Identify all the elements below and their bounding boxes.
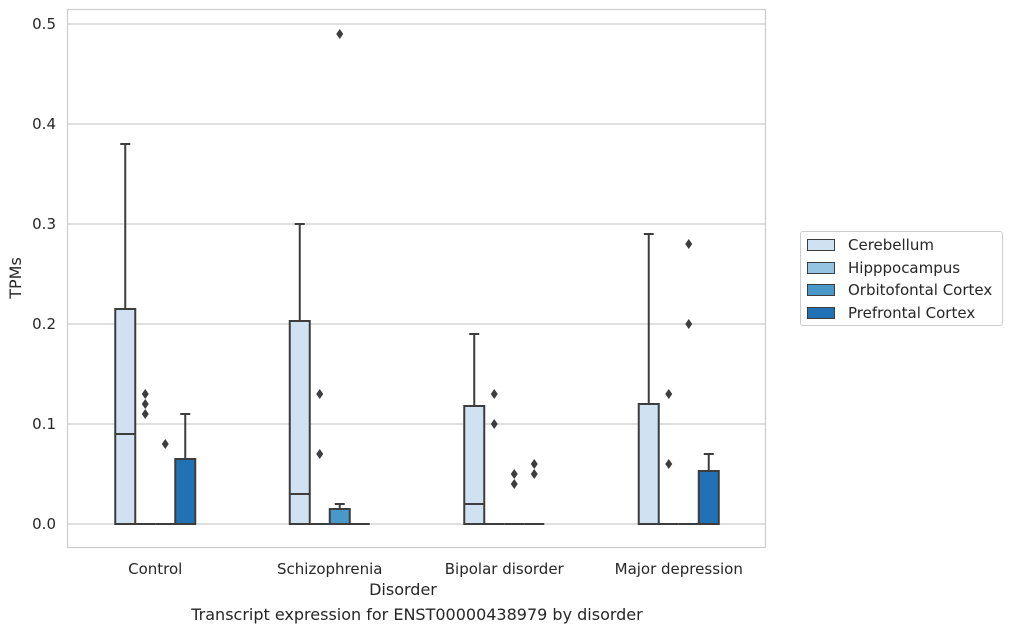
- box-body: [174, 458, 197, 525]
- x-tick-label: Schizophrenia: [277, 560, 382, 578]
- y-tick-label: 0.5: [32, 15, 56, 33]
- outlier-point: [510, 469, 518, 479]
- box-hipppocampus: [309, 389, 330, 525]
- outlier-point: [161, 439, 169, 449]
- legend-item: Cerebellum: [807, 234, 934, 256]
- outlier-point: [316, 389, 324, 399]
- y-tick-label: 0.0: [32, 515, 56, 533]
- legend-label: Cerebellum: [848, 236, 934, 254]
- box-orbitofontal-cortex: [504, 469, 525, 525]
- box-orbitofontal-cortex: [328, 29, 351, 525]
- outlier-point: [665, 459, 673, 469]
- box-prefrontal-cortex: [174, 413, 197, 525]
- box-hipppocampus: [484, 389, 505, 525]
- boxes-layer: [114, 29, 720, 525]
- box-cerebellum: [114, 143, 137, 525]
- legend-item: Orbitofontal Cortex: [807, 279, 992, 301]
- box-cerebellum: [288, 223, 311, 525]
- outlier-point: [490, 419, 498, 429]
- outlier-point: [141, 399, 149, 409]
- outlier-point: [141, 409, 149, 419]
- box-orbitofontal-cortex: [678, 239, 699, 525]
- box-hipppocampus: [658, 389, 679, 525]
- outlier-point: [530, 469, 538, 479]
- box-prefrontal-cortex: [697, 453, 720, 525]
- outlier-point: [685, 239, 693, 249]
- legend-swatch: [807, 284, 835, 296]
- box-body: [637, 403, 660, 525]
- outlier-point: [490, 389, 498, 399]
- legend-label: Hipppocampus: [848, 258, 961, 277]
- box-cerebellum: [463, 333, 486, 525]
- box-orbitofontal-cortex: [155, 439, 176, 525]
- outlier-point: [141, 389, 149, 399]
- box-body: [114, 308, 137, 525]
- x-tick-label: Major depression: [615, 560, 743, 578]
- chart-caption: Transcript expression for ENST0000043897…: [191, 605, 643, 624]
- plot-frame: [66, 8, 767, 549]
- outlier-point: [336, 29, 344, 39]
- x-axis-label: Disorder: [369, 580, 437, 599]
- box-body: [288, 320, 311, 525]
- legend-swatch: [807, 239, 835, 251]
- box-cerebellum: [637, 233, 660, 525]
- y-tick-label: 0.2: [32, 315, 56, 333]
- legend-item: Prefrontal Cortex: [807, 302, 975, 324]
- legend-swatch: [807, 261, 835, 274]
- x-tick-label: Bipolar disorder: [445, 560, 565, 578]
- box-body: [463, 405, 486, 525]
- x-tick-label: Control: [128, 560, 182, 578]
- outlier-point: [665, 389, 673, 399]
- outlier-point: [685, 319, 693, 329]
- outlier-point: [530, 459, 538, 469]
- y-tick-label: 0.1: [32, 415, 56, 433]
- y-tick-label: 0.4: [32, 115, 56, 133]
- y-axis-label: TPMs: [6, 257, 25, 300]
- legend-label: Orbitofontal Cortex: [848, 281, 993, 299]
- legend: Cerebellum Hipppocampus Orbitofontal Corte…: [800, 231, 1003, 326]
- legend-swatch: [807, 306, 835, 319]
- x-axis-ticks: Control Schizophrenia Bipolar disorder Majo…: [128, 560, 743, 578]
- outlier-point: [316, 449, 324, 459]
- box-hipppocampus: [135, 389, 156, 525]
- y-axis-ticks: 0.0 0.1 0.2 0.3 0.4 0.5: [32, 15, 56, 533]
- box-body: [697, 470, 720, 525]
- gridlines: [68, 23, 766, 525]
- box-prefrontal-cortex: [524, 459, 545, 525]
- box-body: [328, 508, 351, 525]
- legend-label: Prefrontal Cortex: [848, 303, 976, 322]
- legend-item: Hipppocampus: [807, 257, 960, 279]
- outlier-point: [510, 479, 518, 489]
- y-tick-label: 0.3: [32, 215, 56, 233]
